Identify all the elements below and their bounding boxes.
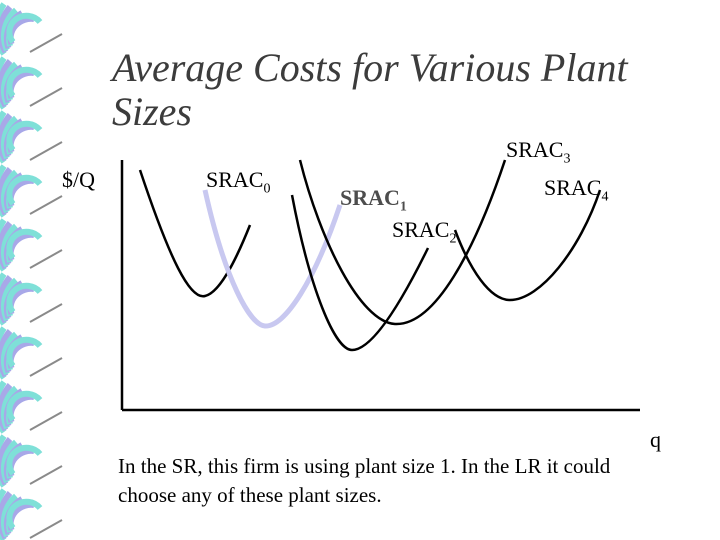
caption-text: In the SR, this firm is using plant size… — [118, 454, 611, 507]
spiral-wire — [29, 33, 63, 53]
spiral-coil — [0, 218, 63, 272]
spiral-wire — [29, 195, 63, 215]
srac3-label-sub: 3 — [563, 151, 571, 167]
spiral-wire — [29, 519, 63, 539]
spiral-wire — [29, 303, 63, 323]
srac3-curve — [298, 159, 507, 326]
srac2-label-sub: 2 — [449, 231, 457, 247]
srac3-label: SRAC3 — [506, 138, 570, 171]
spiral-stripe — [6, 66, 43, 98]
slide-title: Average Costs for Various Plant Sizes — [112, 45, 628, 134]
srac0-label-name: SRAC — [206, 167, 264, 192]
srac0-label: SRAC0 — [206, 168, 270, 201]
spiral-coil — [0, 488, 63, 540]
spiral-stripe — [6, 282, 43, 314]
srac4-label-sub: 4 — [601, 189, 609, 205]
spiral-stripe — [6, 120, 43, 152]
cost-curves — [138, 159, 602, 352]
spiral-wire — [29, 87, 63, 107]
spiral-coil — [0, 272, 63, 326]
spiral-wire — [29, 141, 63, 161]
spiral-stripe — [6, 12, 43, 44]
spiral-stripe — [6, 174, 43, 206]
spiral-stripe — [6, 498, 43, 530]
srac2-curve — [290, 194, 430, 352]
srac4-curve — [453, 189, 602, 302]
spiral-coil — [0, 164, 63, 218]
spiral-wire — [29, 465, 63, 485]
srac3-label-name: SRAC — [506, 137, 564, 162]
y-axis-label: $/Q — [62, 167, 95, 192]
spiral-wire — [29, 411, 63, 431]
spiral-coil — [0, 326, 63, 380]
spiral-coil — [0, 56, 63, 110]
srac4-label-name: SRAC — [544, 175, 602, 200]
spiral-wire — [29, 249, 63, 269]
spiral-coil — [0, 434, 63, 488]
srac4-label: SRAC4 — [544, 176, 608, 209]
spiral-stripe — [6, 228, 43, 260]
srac0-label-sub: 0 — [263, 181, 271, 197]
srac2-label-name: SRAC — [392, 217, 450, 242]
spiral-binding — [0, 2, 63, 540]
spiral-stripe — [6, 444, 43, 476]
spiral-coil — [0, 110, 63, 164]
srac0-curve — [138, 169, 252, 298]
srac1-label-name: SRAC — [340, 185, 400, 210]
spiral-wire — [29, 357, 63, 377]
srac1-label-sub: 1 — [399, 199, 407, 215]
srac1-curve — [202, 189, 343, 329]
spiral-stripe — [6, 336, 43, 368]
spiral-stripe — [6, 390, 43, 422]
spiral-coil — [0, 380, 63, 434]
spiral-coil — [0, 2, 63, 56]
axes — [120, 160, 640, 412]
x-axis-label: q — [650, 427, 661, 452]
srac2-label: SRAC2 — [392, 218, 456, 251]
srac1-label: SRAC1 — [340, 186, 407, 219]
